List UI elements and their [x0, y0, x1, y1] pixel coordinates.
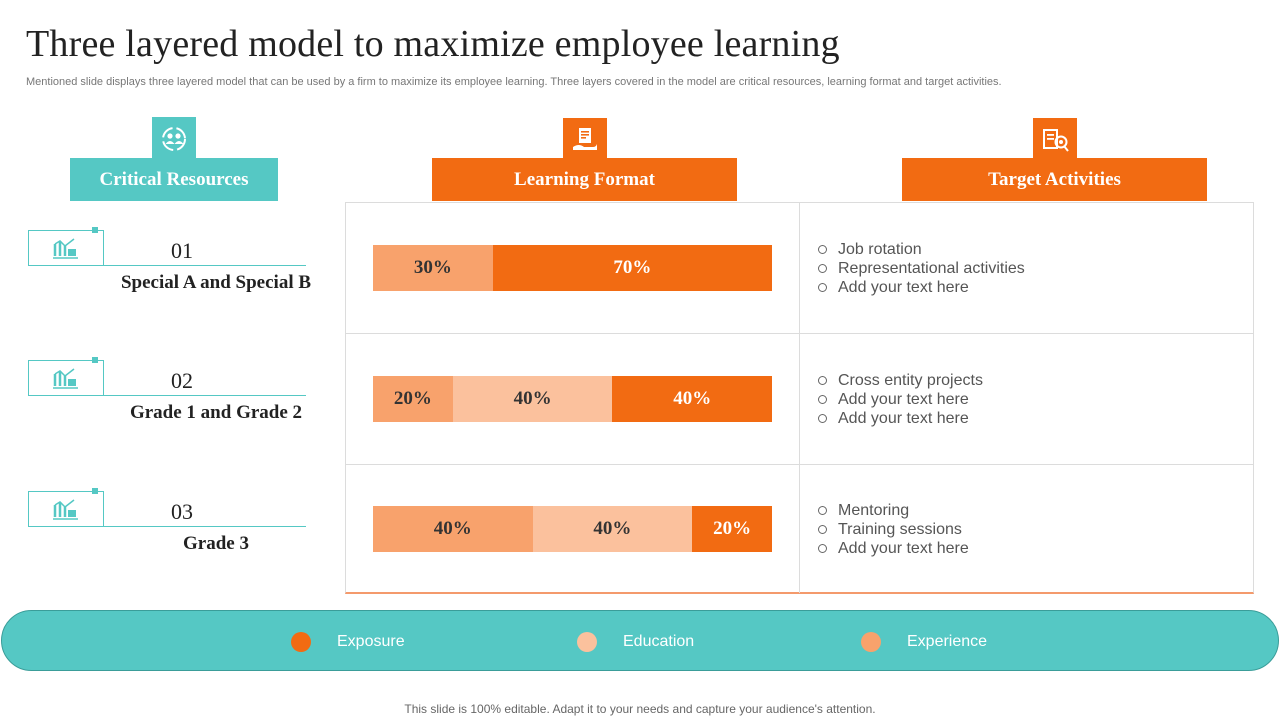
legend-dot: [577, 631, 597, 652]
circle-bullet-icon: [818, 544, 827, 553]
circle-bullet-icon: [818, 264, 827, 273]
learning-format-bar: 40% 40% 20%: [373, 506, 772, 552]
activity-item: Training sessions: [818, 520, 969, 539]
resource-underline: [28, 395, 306, 396]
grid-divider: [799, 202, 800, 593]
document-hand-icon: [563, 118, 607, 162]
resource-number: 02: [171, 368, 193, 393]
bar-segment-experience: 20%: [373, 376, 453, 422]
resource-name: Grade 1 and Grade 2: [129, 402, 303, 423]
chart-bars-icon: [28, 491, 104, 526]
circle-bullet-icon: [818, 506, 827, 515]
resource-item: 03 Grade 3: [28, 488, 318, 571]
bar-segment-exposure: 70%: [492, 245, 772, 291]
bar-segment-experience: 30%: [373, 245, 493, 291]
circle-bullet-icon: [818, 376, 827, 385]
bar-segment-exposure: 40%: [612, 376, 772, 422]
document-target-icon: [1033, 118, 1077, 162]
grid-divider: [345, 464, 1254, 465]
circle-bullet-icon: [818, 525, 827, 534]
legend-item-exposure: Exposure: [291, 611, 405, 672]
group-cycle-icon: [152, 117, 196, 161]
circle-bullet-icon: [818, 414, 827, 423]
legend-item-education: Education: [577, 611, 694, 672]
legend-dot: [861, 631, 881, 652]
legend-dot: [291, 631, 311, 652]
resource-underline: [28, 526, 306, 527]
legend-item-experience: Experience: [861, 611, 987, 672]
activity-item: Add your text here: [818, 409, 983, 428]
legend-label: Experience: [907, 632, 988, 650]
circle-bullet-icon: [818, 395, 827, 404]
activity-item: Job rotation: [818, 240, 1025, 259]
column-header-learning-format: Learning Format: [432, 158, 737, 201]
slide-subtitle: Mentioned slide displays three layered m…: [26, 76, 1002, 88]
bar-segment-exposure: 20%: [692, 506, 772, 552]
activity-item: Mentoring: [818, 501, 969, 520]
bar-segment-experience: 40%: [373, 506, 533, 552]
resource-marker: [92, 488, 98, 494]
column-header-target-activities: Target Activities: [902, 158, 1207, 201]
footer-note: This slide is 100% editable. Adapt it to…: [404, 702, 876, 716]
activity-item: Add your text here: [818, 539, 969, 558]
activity-list: Mentoring Training sessions Add your tex…: [818, 501, 969, 558]
legend-label: Education: [623, 632, 695, 650]
activity-list: Cross entity projects Add your text here…: [818, 371, 983, 428]
learning-format-bar: 30% 70%: [373, 245, 772, 291]
legend-label: Exposure: [337, 632, 405, 650]
learning-format-bar: 20% 40% 40%: [373, 376, 772, 422]
resource-underline: [28, 265, 306, 266]
resource-item: 01 Special A and Special B: [28, 227, 318, 310]
activity-item: Representational activities: [818, 259, 1025, 278]
circle-bullet-icon: [818, 245, 827, 254]
resource-marker: [92, 227, 98, 233]
activity-list: Job rotation Representational activities…: [818, 240, 1025, 297]
activity-item: Add your text here: [818, 390, 983, 409]
slide-title: Three layered model to maximize employee…: [26, 23, 840, 65]
activity-item: Add your text here: [818, 278, 1025, 297]
grid-divider: [345, 333, 1254, 334]
resource-marker: [92, 357, 98, 363]
column-header-critical-resources: Critical Resources: [70, 158, 278, 201]
resource-item: 02 Grade 1 and Grade 2: [28, 357, 318, 440]
resource-name: Special A and Special B: [120, 272, 312, 293]
resource-number: 03: [171, 499, 193, 524]
resource-number: 01: [171, 238, 193, 263]
bar-segment-education: 40%: [532, 506, 693, 552]
chart-bars-icon: [28, 360, 104, 395]
resource-name: Grade 3: [183, 533, 249, 554]
circle-bullet-icon: [818, 283, 827, 292]
legend-band: Exposure Education Experience: [1, 610, 1279, 671]
activity-item: Cross entity projects: [818, 371, 983, 390]
bar-segment-education: 40%: [452, 376, 613, 422]
chart-bars-icon: [28, 230, 104, 265]
